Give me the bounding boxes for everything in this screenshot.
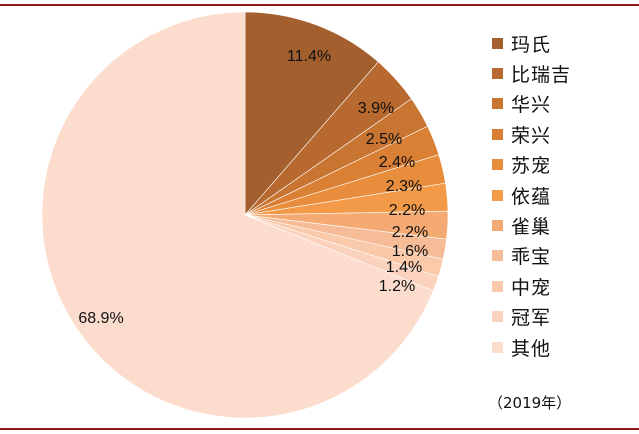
slice-data-label-11: 68.9% [78, 310, 123, 327]
legend-label-4: 荣兴 [511, 124, 552, 147]
slice-data-label-6: 2.2% [389, 202, 425, 219]
slice-data-label-7: 2.2% [392, 224, 428, 241]
slice-data-label-1: 11.4% [287, 48, 331, 65]
bottom-border-line [0, 428, 639, 430]
legend-item-6: 依蕴 [492, 180, 632, 210]
pie-slice-11 [41, 11, 434, 419]
legend-item-10: 冠军 [492, 302, 632, 332]
pie-chart: 11.4% 3.9% 2.5% 2.4% 2.3% 2.2% 2.2% 1.6%1.4% 1.2… [41, 11, 449, 419]
legend-swatch-2 [492, 68, 503, 80]
legend-label-8: 乖宝 [511, 246, 552, 269]
legend-item-8: 乖宝 [492, 241, 632, 271]
legend-item-2: 比瑞吉 [492, 58, 632, 88]
legend-swatch-6 [492, 189, 503, 201]
legend-label-6: 依蕴 [511, 185, 552, 208]
legend-label-3: 华兴 [511, 94, 552, 117]
legend-item-9: 中宠 [492, 271, 632, 301]
legend-swatch-10 [492, 311, 503, 323]
slice-data-label-4: 2.4% [379, 154, 415, 171]
legend-item-5: 苏宠 [492, 150, 632, 180]
legend-swatch-7 [492, 220, 503, 232]
legend-swatch-9 [492, 280, 503, 292]
slice-data-label-5: 2.3% [386, 178, 422, 195]
legend-label-5: 苏宠 [511, 155, 552, 178]
slice-data-label-9: 1.4% [386, 259, 422, 276]
slice-data-label-3: 2.5% [366, 131, 402, 148]
legend-swatch-11 [492, 341, 503, 353]
legend-item-7: 雀巢 [492, 210, 632, 240]
legend-item-1: 玛氏 [492, 28, 632, 58]
pie-slices [41, 11, 449, 419]
chart-legend: 玛氏比瑞吉华兴荣兴苏宠依蕴雀巢乖宝中宠冠军其他 [492, 28, 632, 362]
legend-label-2: 比瑞吉 [511, 64, 572, 87]
legend-swatch-1 [492, 37, 503, 49]
legend-swatch-8 [492, 250, 503, 262]
legend-swatch-3 [492, 98, 503, 110]
legend-label-1: 玛氏 [511, 33, 552, 56]
legend-item-11: 其他 [492, 332, 632, 362]
year-note: （2019年） [488, 394, 572, 412]
legend-label-7: 雀巢 [511, 216, 552, 239]
slice-data-label-2: 3.9% [358, 100, 394, 117]
legend-label-11: 其他 [511, 337, 552, 360]
pie-data-labels: 11.4% 3.9% 2.5% 2.4% 2.3% 2.2% 2.2% 1.6%1.4% 1.2… [78, 48, 428, 327]
legend-label-10: 冠军 [511, 307, 552, 330]
legend-label-9: 中宠 [511, 276, 552, 299]
slice-data-label-8: 1.6% [392, 243, 428, 260]
legend-item-3: 华兴 [492, 89, 632, 119]
legend-swatch-5 [492, 159, 503, 171]
slice-data-label-10: 1.2% [379, 278, 415, 295]
pie-slice-1 [244, 11, 379, 216]
legend-item-4: 荣兴 [492, 119, 632, 149]
top-border-line [0, 4, 639, 6]
legend-swatch-4 [492, 128, 503, 140]
